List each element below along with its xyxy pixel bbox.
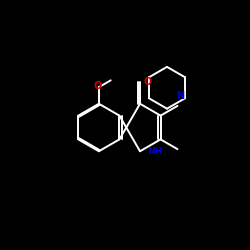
Text: N: N (176, 91, 184, 101)
Text: NH: NH (148, 147, 163, 156)
Text: O: O (143, 78, 151, 88)
Text: O: O (94, 81, 102, 91)
